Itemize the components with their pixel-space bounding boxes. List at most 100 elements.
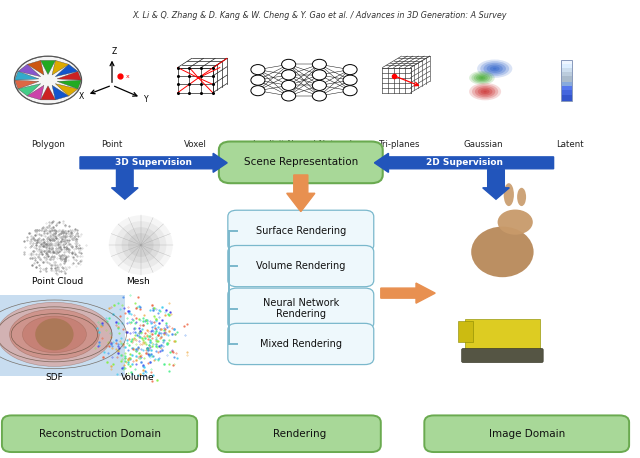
FancyBboxPatch shape: [561, 88, 572, 91]
Polygon shape: [52, 60, 68, 75]
FancyBboxPatch shape: [228, 245, 374, 287]
Polygon shape: [18, 64, 41, 76]
FancyArrow shape: [483, 169, 509, 199]
Polygon shape: [18, 84, 41, 96]
FancyBboxPatch shape: [561, 72, 572, 74]
FancyBboxPatch shape: [228, 323, 374, 365]
Ellipse shape: [484, 91, 487, 93]
Circle shape: [15, 56, 81, 104]
FancyBboxPatch shape: [561, 60, 572, 62]
Polygon shape: [15, 71, 39, 80]
Ellipse shape: [469, 71, 495, 85]
Circle shape: [282, 60, 296, 70]
FancyBboxPatch shape: [561, 82, 572, 84]
Circle shape: [312, 60, 326, 70]
Text: Y: Y: [143, 95, 148, 104]
Ellipse shape: [476, 75, 488, 81]
Text: Tri-planes: Tri-planes: [380, 140, 420, 149]
FancyArrow shape: [374, 153, 554, 172]
Text: X: X: [79, 92, 84, 101]
FancyBboxPatch shape: [465, 319, 540, 353]
FancyBboxPatch shape: [561, 93, 572, 95]
Text: Mixed Rendering: Mixed Rendering: [260, 339, 342, 349]
Text: Latent: Latent: [556, 140, 584, 149]
Polygon shape: [40, 86, 56, 100]
Text: 3D Supervision: 3D Supervision: [115, 158, 192, 167]
Text: SDF: SDF: [45, 373, 63, 382]
Polygon shape: [57, 80, 81, 89]
Polygon shape: [28, 60, 44, 75]
Text: 2D Supervision: 2D Supervision: [426, 158, 502, 167]
FancyBboxPatch shape: [561, 91, 572, 93]
FancyBboxPatch shape: [460, 302, 545, 366]
Text: Surface Rendering: Surface Rendering: [255, 226, 346, 236]
FancyBboxPatch shape: [461, 349, 543, 363]
Text: Point Cloud: Point Cloud: [32, 277, 83, 286]
Polygon shape: [28, 85, 44, 100]
FancyArrow shape: [80, 153, 227, 172]
Text: Volume Rendering: Volume Rendering: [256, 261, 346, 271]
Polygon shape: [57, 71, 81, 80]
Circle shape: [251, 75, 265, 85]
Ellipse shape: [475, 86, 495, 97]
Polygon shape: [52, 85, 68, 100]
Text: Rendering: Rendering: [273, 429, 326, 439]
Polygon shape: [55, 64, 78, 76]
Ellipse shape: [498, 209, 533, 234]
Ellipse shape: [478, 76, 486, 80]
FancyBboxPatch shape: [561, 66, 572, 68]
Text: Polygon: Polygon: [31, 140, 65, 149]
FancyArrow shape: [381, 283, 435, 303]
Circle shape: [343, 65, 357, 75]
FancyBboxPatch shape: [219, 142, 383, 183]
Text: Voxel: Voxel: [184, 140, 207, 149]
FancyBboxPatch shape: [561, 70, 572, 72]
Circle shape: [312, 81, 326, 91]
FancyArrow shape: [111, 169, 138, 199]
FancyBboxPatch shape: [561, 76, 572, 78]
Text: Volume: Volume: [121, 373, 154, 382]
Text: Neural Network
Rendering: Neural Network Rendering: [262, 298, 339, 320]
Ellipse shape: [128, 233, 154, 257]
FancyBboxPatch shape: [561, 64, 572, 66]
FancyBboxPatch shape: [561, 99, 572, 101]
FancyBboxPatch shape: [424, 415, 629, 452]
Polygon shape: [15, 80, 39, 89]
Ellipse shape: [35, 318, 74, 350]
Text: Gaussian: Gaussian: [463, 140, 503, 149]
Circle shape: [312, 70, 326, 80]
Text: X. Li & Q. Zhang & D. Kang & W. Cheng & Y. Gao et al. / Advances in 3D Generatio: X. Li & Q. Zhang & D. Kang & W. Cheng & …: [132, 11, 508, 21]
FancyBboxPatch shape: [561, 68, 572, 70]
Circle shape: [282, 70, 296, 80]
FancyBboxPatch shape: [458, 321, 474, 342]
FancyBboxPatch shape: [561, 78, 572, 80]
Polygon shape: [55, 84, 78, 96]
FancyBboxPatch shape: [228, 210, 374, 251]
Text: x: x: [126, 75, 130, 79]
Ellipse shape: [517, 188, 526, 206]
Text: Reconstruction Domain: Reconstruction Domain: [38, 429, 161, 439]
FancyBboxPatch shape: [561, 74, 572, 76]
Ellipse shape: [22, 316, 86, 353]
Ellipse shape: [10, 309, 99, 360]
FancyArrow shape: [287, 175, 315, 212]
Ellipse shape: [481, 89, 490, 94]
FancyBboxPatch shape: [561, 62, 572, 64]
Text: Scene Representation: Scene Representation: [244, 158, 358, 167]
Text: Point: Point: [101, 140, 123, 149]
Circle shape: [282, 81, 296, 91]
Circle shape: [343, 86, 357, 96]
Ellipse shape: [472, 84, 499, 99]
Circle shape: [251, 65, 265, 75]
FancyBboxPatch shape: [461, 208, 544, 286]
Ellipse shape: [486, 65, 503, 73]
Ellipse shape: [469, 83, 501, 100]
Ellipse shape: [481, 77, 483, 79]
Ellipse shape: [504, 183, 514, 206]
Text: Mesh: Mesh: [125, 277, 150, 286]
Ellipse shape: [493, 68, 497, 70]
FancyBboxPatch shape: [0, 295, 125, 376]
FancyBboxPatch shape: [218, 415, 381, 452]
Ellipse shape: [122, 227, 160, 263]
Ellipse shape: [483, 63, 506, 75]
